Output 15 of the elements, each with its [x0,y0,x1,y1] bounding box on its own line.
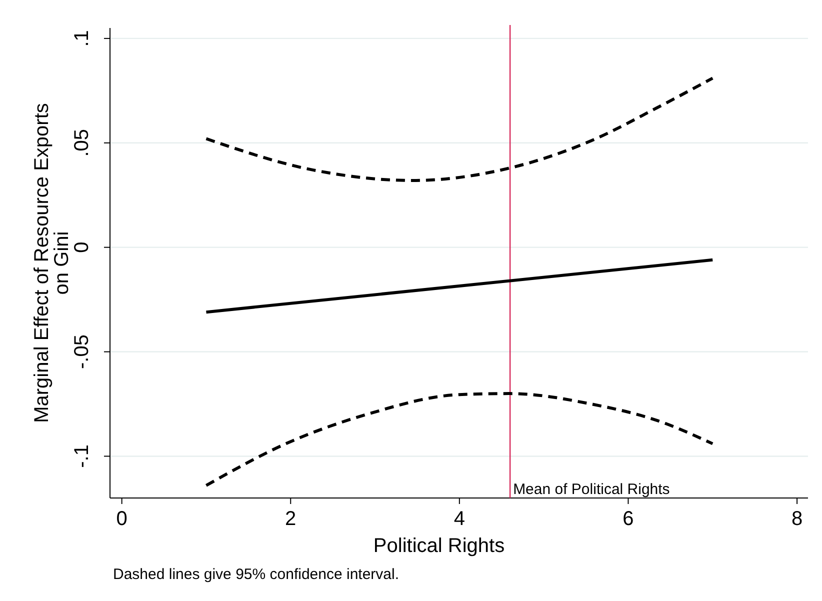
x-tick-label: 4 [454,508,465,530]
ref-line-label: Mean of Political Rights [513,481,670,498]
x-tick-label: 0 [116,508,128,530]
y-tick-label: 0 [71,242,93,253]
line-series [204,76,714,182]
x-axis-title: Political Rights [373,535,505,557]
y-tick-label: -.05 [71,334,93,370]
x-tick-label: 8 [791,508,803,530]
y-tick-label: .05 [71,128,93,157]
text: Dashed lines give 95% confidence interval. [113,566,400,583]
y-tick-label: .1 [71,30,93,47]
x-tick-label: 6 [622,508,634,530]
y-tick-label: -.1 [71,444,93,468]
y-axis-title: Marginal Effect of Resource Exports on Gini [31,103,73,423]
x-tick-label: 2 [285,508,296,530]
